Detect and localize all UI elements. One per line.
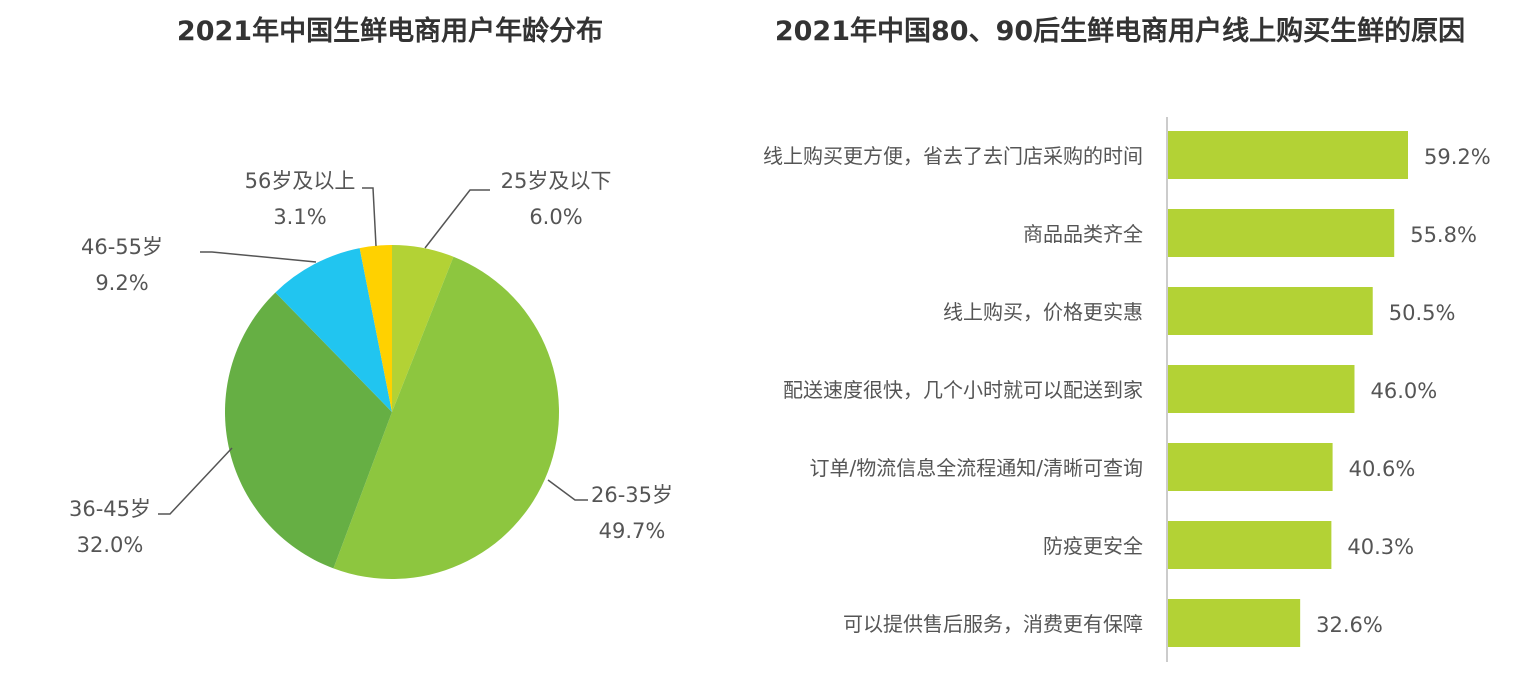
pie-chart-title: 2021年中国生鲜电商用户年龄分布 [176,16,604,47]
pie-value-label-1: 49.7% [599,519,666,543]
bar-value-label-2: 50.5% [1389,301,1456,325]
bar-1 [1168,209,1395,257]
bar-chart-title: 2021年中国80、90后生鲜电商用户线上购买生鲜的原因 [774,16,1466,47]
bar-category-label-3: 配送速度很快，几个小时就可以配送到家 [783,378,1143,402]
bar-0 [1168,131,1408,179]
bar-category-label-0: 线上购买更方便，省去了去门店采购的时间 [763,144,1143,168]
pie-label-3: 46-55岁 [81,235,163,259]
bar-value-label-3: 46.0% [1370,379,1437,403]
bar-value-label-1: 55.8% [1410,223,1477,247]
bar-4 [1168,443,1333,491]
pie-value-label-3: 9.2% [95,271,148,295]
pie-label-4: 56岁及以上 [245,169,356,193]
pie-slice-4 [359,245,392,412]
bar-category-label-1: 商品品类齐全 [1023,222,1143,246]
bar-3 [1168,365,1355,413]
bar-value-label-5: 40.3% [1347,535,1414,559]
bar-2 [1168,287,1373,335]
bar-category-label-5: 防疫更安全 [1043,534,1143,558]
bar-6 [1168,599,1301,647]
bar-category-label-6: 可以提供售后服务，消费更有保障 [843,612,1143,636]
pie-slice-3 [275,248,392,412]
pie-value-label-4: 3.1% [273,205,326,229]
pie-slice-2 [225,292,392,569]
pie-label-1: 26-35岁 [591,483,673,507]
pie-slice-0 [392,245,454,412]
bar-5 [1168,521,1332,569]
bar-value-label-4: 40.6% [1349,457,1416,481]
pie-leader-line-3 [200,251,317,263]
pie-label-0: 25岁及以下 [501,169,612,193]
bar-category-label-2: 线上购买，价格更实惠 [943,300,1143,324]
pie-leader-line-1 [547,479,588,501]
pie-leader-line-0 [424,189,490,249]
pie-leader-line-2 [158,447,233,515]
bar-category-label-4: 订单/物流信息全流程通知/清晰可查询 [810,456,1143,480]
pie-leader-line-4 [362,187,377,247]
bar-value-label-0: 59.2% [1424,145,1491,169]
pie-value-label-2: 32.0% [77,533,144,557]
bar-value-label-6: 32.6% [1316,613,1383,637]
pie-value-label-0: 6.0% [529,205,582,229]
pie-label-2: 36-45岁 [69,497,151,521]
pie-slice-1 [333,256,560,579]
